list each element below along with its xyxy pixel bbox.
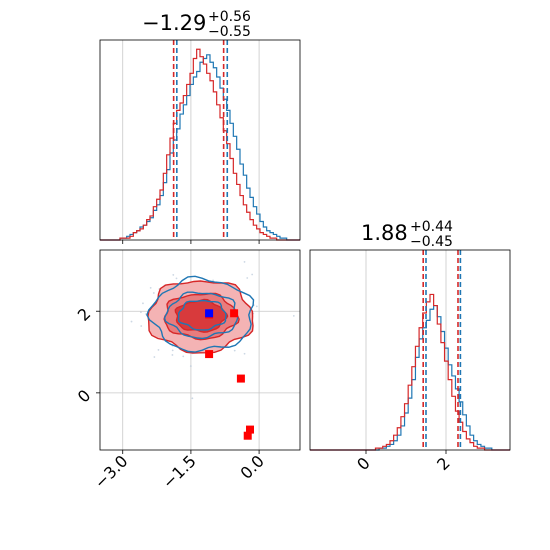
x-tick-label: 0.0 [236, 451, 267, 482]
contour-line-blue [177, 299, 227, 331]
joint-contours [81, 261, 295, 400]
sample-point [233, 349, 236, 352]
hist-param1-grid [122, 40, 260, 244]
red-square-marker [236, 374, 245, 383]
contour-line-red [174, 298, 229, 333]
red-square-marker [246, 425, 254, 434]
hist-param1-quantile-lines [172, 40, 229, 240]
sample-point [142, 302, 144, 305]
hist-param2-quantile-lines [422, 250, 462, 450]
contour-fill-red [175, 299, 228, 333]
x-tick-label: −1.5 [159, 451, 200, 492]
sample-point [171, 354, 174, 356]
sample-point [152, 292, 155, 294]
sample-point [243, 261, 246, 263]
sample-point [255, 305, 258, 308]
hist-param2-frame [309, 249, 511, 451]
sample-point [140, 311, 142, 314]
hist-param1-steps [100, 48, 300, 241]
red-square-marker [205, 350, 214, 359]
sample-point [140, 325, 143, 327]
sample-point [130, 320, 133, 323]
param1-title-plus: +0.56 [208, 9, 251, 25]
sample-point [157, 349, 160, 351]
sample-point [212, 279, 214, 282]
y-tick-label: 0 [74, 386, 95, 407]
x-tick-label: −3.0 [91, 451, 132, 492]
sample-point [172, 274, 175, 276]
contour-line-blue [146, 275, 255, 353]
hist-param1-panel: −1.29 +0.56 −0.55 [99, 9, 301, 244]
joint-markers [205, 309, 254, 440]
sample-point [175, 277, 178, 280]
param1-title-minus: −0.55 [208, 24, 251, 40]
sample-point [246, 277, 249, 279]
sample-point [191, 397, 194, 400]
sample-point [171, 349, 174, 352]
sample-point [189, 365, 192, 367]
sample-point [153, 356, 156, 358]
sample-point [251, 273, 254, 276]
hist-param1-red-series [100, 48, 300, 241]
hist-param1-frame [99, 39, 301, 241]
hist-param1-blue-series [100, 54, 300, 241]
blue-square-marker [205, 309, 214, 318]
x-tick-label: 0 [353, 453, 374, 474]
hist-param2-red-series [310, 293, 510, 451]
sample-point [243, 352, 246, 355]
joint-x-ticks: −3.0 −1.5 0.0 [91, 450, 268, 492]
param1-title-value: −1.29 [142, 11, 206, 35]
joint-frame [99, 249, 301, 451]
sample-point [149, 286, 152, 289]
x-tick-label: 2 [433, 453, 454, 474]
param2-title-plus: +0.44 [410, 219, 453, 235]
sample-point [81, 292, 83, 294]
contour-line-blue [163, 291, 239, 340]
y-tick-label: 2 [74, 304, 95, 325]
joint-y-ticks: 02 [74, 304, 100, 406]
param2-title-value: 1.88 [361, 221, 408, 245]
sample-point [292, 314, 295, 317]
hist-param2-grid [365, 250, 447, 450]
sample-point [182, 355, 185, 358]
red-square-marker [243, 431, 252, 440]
hist-param2-blue-series [310, 304, 510, 451]
joint-panel: −3.0 −1.5 0.0 02 [74, 249, 301, 492]
param2-title-minus: −0.45 [410, 234, 453, 250]
hist-param2-steps [310, 293, 510, 451]
red-square-marker [230, 309, 239, 318]
